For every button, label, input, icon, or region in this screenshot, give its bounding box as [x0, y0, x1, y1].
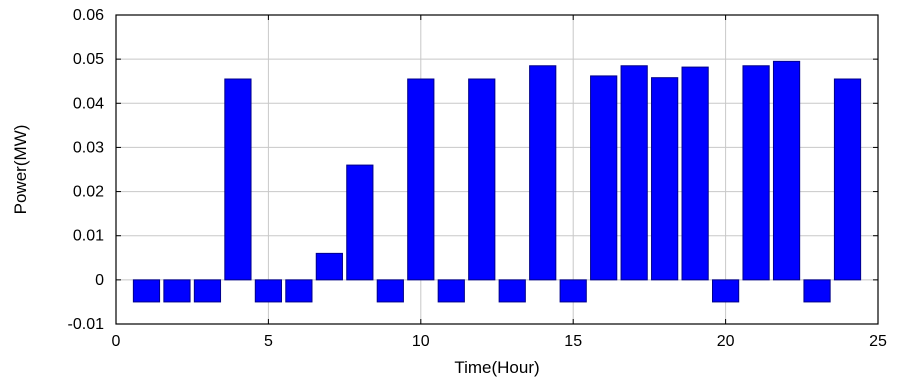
bar — [529, 65, 557, 281]
bar — [315, 252, 343, 281]
bar — [193, 279, 222, 303]
bar — [468, 78, 496, 281]
bar — [285, 279, 313, 303]
tick-labels: 0 5 10 15 20 25 -0.01 0 0.01 0.02 0.03 0.04 0.05 0.06 — [68, 7, 887, 350]
bar — [620, 65, 648, 281]
x-tick-label: 0 — [112, 333, 121, 350]
bar — [224, 78, 252, 281]
x-tick-label: 10 — [412, 333, 430, 350]
bar — [132, 279, 161, 303]
y-tick-label: -0.01 — [68, 316, 105, 333]
y-tick-label: 0.05 — [73, 51, 104, 68]
bar — [651, 77, 679, 281]
bar — [711, 279, 740, 303]
bar — [590, 75, 618, 281]
bar — [772, 60, 801, 281]
y-tick-label: 0.06 — [73, 7, 104, 24]
y-tick-label: 0.01 — [73, 228, 104, 245]
bar — [437, 279, 465, 303]
bar — [498, 279, 526, 303]
y-axis-label: Power(MW) — [11, 125, 30, 215]
y-tick-label: 0 — [95, 272, 104, 289]
plot-frame — [115, 14, 879, 325]
bar — [742, 65, 770, 281]
y-tick-label: 0.04 — [73, 95, 104, 112]
x-tick-label: 5 — [264, 333, 273, 350]
y-tick-label: 0.03 — [73, 139, 104, 156]
x-tick-label: 20 — [717, 333, 735, 350]
bar — [163, 279, 191, 303]
x-tick-label: 15 — [564, 333, 582, 350]
bar — [407, 78, 435, 281]
y-tick-label: 0.02 — [73, 184, 104, 201]
bar — [254, 279, 283, 303]
x-axis-label: Time(Hour) — [454, 358, 539, 377]
bar — [559, 279, 587, 303]
bar-series — [132, 60, 862, 303]
bar — [803, 279, 831, 303]
bar — [681, 66, 709, 281]
bar — [346, 164, 374, 281]
bar — [376, 279, 404, 303]
axis-ticks — [115, 14, 879, 325]
x-tick-label: 25 — [869, 333, 887, 350]
bar — [833, 78, 862, 281]
